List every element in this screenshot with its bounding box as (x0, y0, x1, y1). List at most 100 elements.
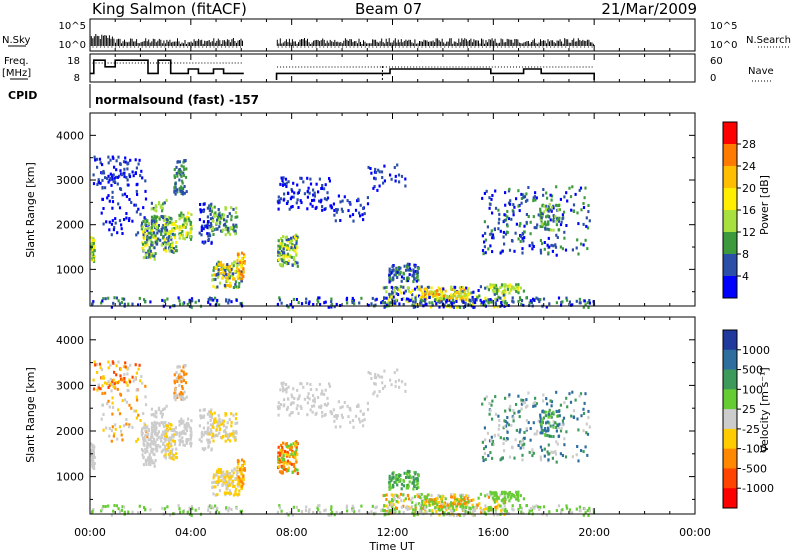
echo-cell (213, 421, 216, 425)
echo-cell (517, 410, 520, 414)
echo-cell (109, 158, 112, 162)
echo-cell (218, 431, 221, 435)
echo-cell (277, 253, 280, 257)
echo-cell (517, 300, 520, 303)
echo-cell (557, 208, 560, 212)
echo-cell (176, 190, 179, 194)
echo-cell (98, 362, 102, 366)
echo-cell (397, 378, 401, 382)
echo-cell (229, 281, 232, 285)
echo-cell (311, 199, 314, 202)
echo-cell (565, 506, 569, 510)
echo-cell (441, 292, 444, 296)
echo-cell (169, 220, 172, 224)
echo-cell (554, 450, 557, 453)
echo-cell (227, 480, 230, 484)
echo-cell (220, 471, 223, 474)
echo-cell (209, 410, 212, 414)
echo-cell (141, 176, 144, 180)
echo-cell (430, 305, 433, 309)
echo-cell (482, 510, 485, 514)
echo-cell (136, 398, 139, 402)
echo-cell (113, 180, 116, 184)
echo-cell (115, 296, 118, 300)
echo-cell (541, 222, 544, 226)
echo-cell (180, 417, 183, 421)
echo-cell (102, 413, 105, 416)
echo-cell (170, 450, 173, 454)
echo-cell (164, 243, 167, 247)
echo-cell (417, 474, 420, 478)
echo-cell (583, 299, 586, 303)
echo-cell (135, 395, 138, 399)
echo-cell (515, 289, 518, 293)
echo-cell (520, 299, 524, 302)
echo-cell (150, 440, 153, 443)
echo-cell (108, 220, 111, 224)
echo-cell (509, 199, 512, 203)
echo-cell (280, 257, 283, 261)
echo-cell (584, 445, 587, 449)
echo-cell (403, 264, 406, 268)
echo-cell (457, 292, 460, 296)
echo-cell (182, 236, 185, 240)
echo-cell (170, 423, 173, 427)
echo-cell (559, 403, 562, 407)
echo-cell (503, 288, 506, 292)
echo-cell (207, 298, 210, 301)
echo-cell (494, 510, 497, 514)
echo-cell (239, 272, 242, 276)
echo-cell (450, 293, 453, 297)
echo-cell (559, 429, 563, 433)
echo-cell (93, 155, 96, 159)
echo-cell (224, 225, 227, 229)
echo-cell (200, 432, 203, 436)
echo-cell (496, 298, 499, 302)
echo-cell (505, 301, 508, 305)
echo-cell (210, 412, 214, 416)
echo-cell (560, 220, 563, 224)
echo-cell (511, 239, 514, 243)
echo-cell (535, 504, 538, 508)
echo-cell (149, 229, 153, 233)
echo-cell (229, 264, 232, 268)
echo-cell (313, 198, 316, 202)
echo-cell (305, 297, 308, 301)
echo-cell (351, 213, 355, 217)
echo-cell (496, 287, 499, 291)
echo-cell (491, 417, 494, 421)
echo-cell (462, 508, 465, 512)
echo-cell (277, 195, 280, 199)
echo-cell (191, 507, 194, 511)
echo-cell (546, 450, 549, 454)
echo-cell (164, 439, 167, 443)
echo-cell (571, 390, 574, 394)
echo-cell (484, 438, 487, 442)
echo-cell (335, 210, 338, 214)
echo-cell (400, 482, 404, 486)
echo-cell (106, 402, 109, 406)
echo-cell (130, 406, 133, 410)
echo-cell (209, 418, 212, 422)
echo-cell (163, 201, 166, 205)
echo-cell (216, 275, 219, 279)
echo-cell (278, 254, 281, 258)
echo-cell (136, 193, 139, 196)
echo-cell (292, 454, 295, 458)
echo-cell (157, 430, 160, 434)
echo-cell (333, 415, 336, 418)
echo-cell (532, 404, 535, 408)
echo-cell (407, 484, 410, 488)
echo-cell (545, 397, 548, 401)
echo-cell (211, 216, 214, 220)
power-ylabel: Slant Range [km] (24, 162, 37, 258)
echo-cell (153, 232, 156, 236)
echo-cell (540, 219, 543, 223)
echo-cell (115, 504, 118, 508)
echo-cell (491, 439, 495, 443)
echo-cell (183, 185, 186, 188)
echo-cell (484, 494, 487, 498)
echo-cell (461, 503, 464, 507)
echo-cell (178, 217, 181, 221)
echo-cell (424, 293, 427, 297)
